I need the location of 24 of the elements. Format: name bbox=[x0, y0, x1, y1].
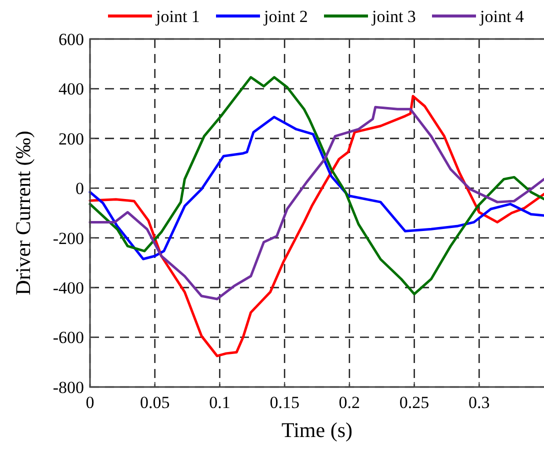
y-tick-label: 0 bbox=[76, 179, 84, 198]
y-tick-label: -200 bbox=[52, 228, 84, 248]
y-axis-title: Driver Current (‰) bbox=[11, 130, 35, 296]
x-tick-label: 0.3 bbox=[468, 393, 490, 412]
y-tick-label: -400 bbox=[52, 278, 84, 298]
line-series bbox=[88, 94, 544, 358]
y-tick-label: -600 bbox=[52, 328, 84, 348]
x-tick-label: 0.15 bbox=[270, 393, 300, 412]
line-series bbox=[88, 76, 544, 296]
legend-label: joint 1 bbox=[155, 6, 200, 26]
y-tick-label: 600 bbox=[58, 30, 84, 49]
x-tick-label: 0.2 bbox=[338, 393, 360, 412]
legend-label: joint 4 bbox=[479, 6, 524, 26]
y-tick-label: 200 bbox=[58, 129, 84, 148]
y-tick-label: -800 bbox=[52, 378, 84, 397]
y-tick-label: 400 bbox=[58, 80, 84, 99]
line-series bbox=[88, 116, 544, 260]
line-series bbox=[88, 106, 544, 300]
legend-label: joint 2 bbox=[263, 6, 308, 26]
x-tick-label: 0.05 bbox=[140, 393, 170, 412]
x-tick-label: 0.25 bbox=[399, 393, 430, 412]
x-tick-label: 0.1 bbox=[209, 393, 230, 412]
x-axis-title: Time (s) bbox=[282, 418, 352, 442]
legend-label: joint 3 bbox=[371, 6, 416, 26]
